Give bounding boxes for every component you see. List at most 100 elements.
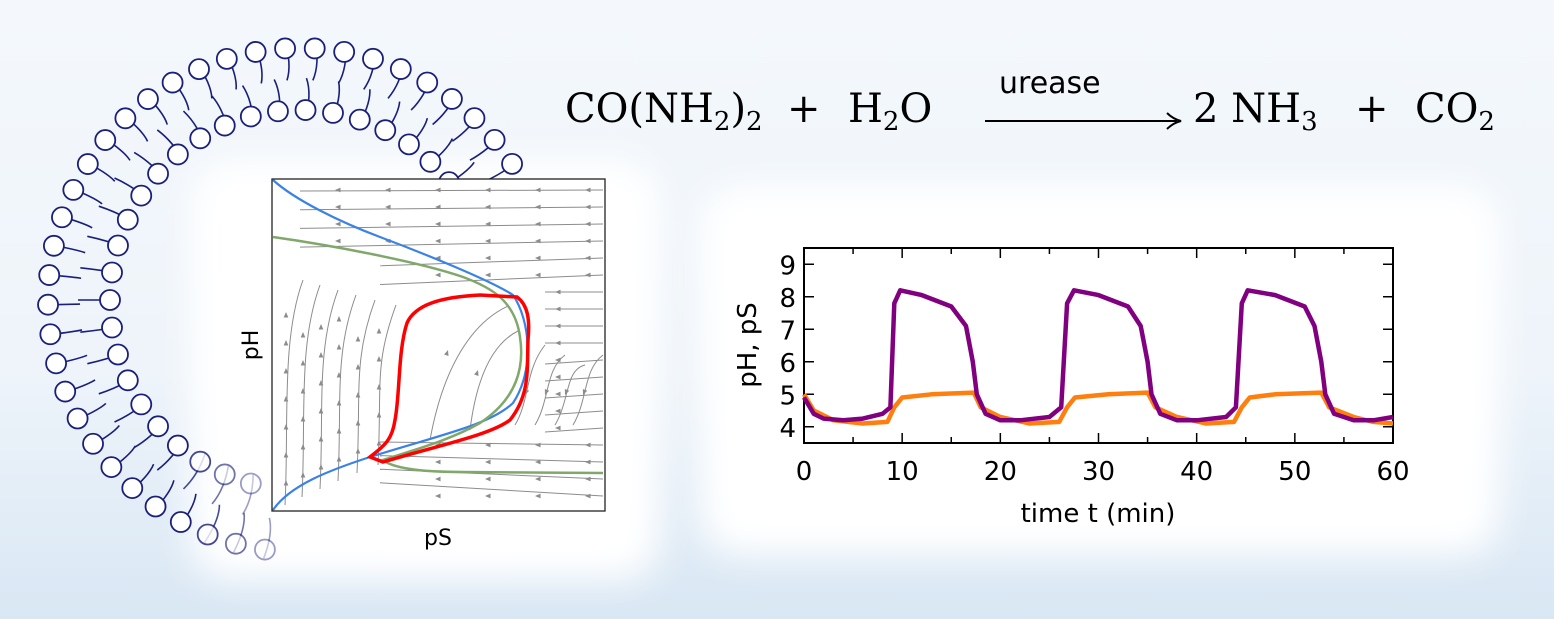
- lipid-head: [100, 456, 123, 478]
- streamline-arrow: [376, 356, 382, 362]
- lipid-head: [116, 369, 139, 392]
- lipid-head: [169, 511, 192, 533]
- x-tick-label: 0: [796, 457, 813, 487]
- streamline-arrow: [355, 364, 361, 370]
- streamline-arrow: [585, 255, 591, 261]
- lipid-head: [213, 463, 236, 486]
- lipid-tail: [262, 517, 272, 559]
- streamline-arrow: [555, 323, 561, 329]
- streamline-arrow: [585, 459, 591, 465]
- streamline-arrow: [444, 350, 449, 356]
- streamline-arrow: [555, 425, 561, 431]
- lipid-head: [147, 162, 169, 185]
- streamline: [514, 344, 546, 426]
- lipid-head: [137, 88, 159, 110]
- lipid-head: [82, 432, 104, 455]
- lipid-head: [239, 105, 262, 128]
- lipid-head: [37, 293, 59, 316]
- lipid-head: [51, 206, 73, 229]
- streamline: [379, 482, 604, 497]
- streamline-arrow: [283, 480, 289, 486]
- lipid-head: [130, 393, 153, 416]
- chart-ylabel: pH, pS: [733, 302, 763, 388]
- streamline-arrow: [544, 389, 550, 395]
- streamline-arrow: [435, 238, 441, 244]
- streamline-arrow: [485, 272, 491, 278]
- lipid-head: [244, 41, 267, 63]
- streamline-arrow: [318, 380, 324, 386]
- streamline: [534, 354, 566, 426]
- chart-xlabel: time t (min): [1021, 499, 1176, 529]
- lipid-head: [45, 352, 67, 375]
- y-tick-label: 6: [779, 349, 796, 379]
- lipid-head: [294, 99, 317, 121]
- series-line-0: [802, 288, 1394, 423]
- streamline-arrow: [435, 476, 441, 482]
- phase-portrait-frame: [272, 179, 605, 511]
- streamline-arrow: [335, 221, 341, 227]
- y-tick-label: 7: [779, 316, 796, 346]
- streamline-arrow: [435, 187, 441, 193]
- streamline-arrow: [376, 412, 382, 418]
- streamline: [337, 294, 357, 482]
- streamline-arrow: [376, 328, 382, 334]
- lipid-head: [224, 532, 247, 555]
- streamline-arrow: [435, 221, 441, 227]
- lipid-head: [188, 58, 210, 81]
- streamline-arrow: [485, 238, 491, 244]
- streamline-arrow: [555, 408, 561, 414]
- reactant-water: H2O: [848, 86, 933, 137]
- streamline-arrow: [300, 444, 306, 450]
- lipid-head: [39, 323, 62, 346]
- lipid-head: [254, 538, 276, 561]
- streamline-arrow: [335, 187, 341, 193]
- streamline-arrow: [585, 493, 591, 499]
- streamline-arrow: [555, 374, 561, 380]
- streamline-arrow: [555, 289, 561, 295]
- lipid-head: [303, 37, 326, 60]
- lipid-head: [66, 407, 89, 430]
- lipid-tail: [241, 474, 254, 515]
- streamline: [379, 274, 604, 285]
- lipid-head: [463, 107, 486, 130]
- lipid-head: [99, 289, 121, 311]
- streamline: [299, 240, 604, 248]
- streamline-arrow: [535, 476, 541, 482]
- lipid-head: [101, 316, 123, 339]
- streamline: [572, 354, 604, 426]
- lipid-head: [441, 88, 463, 110]
- product-co2: CO2: [1415, 86, 1495, 137]
- streamline-arrow: [485, 493, 491, 499]
- reactant-urea: CO(NH2)2: [565, 86, 763, 137]
- streamline: [356, 299, 376, 474]
- streamline-arrow: [283, 340, 289, 346]
- streamline-arrow: [336, 400, 342, 406]
- urease-reaction-equation: CO(NH2)2 + H2O urease 2 NH3 + CO2: [565, 66, 1525, 156]
- streamline: [469, 330, 519, 431]
- streamline-arrow: [300, 472, 306, 478]
- streamline-arrow: [535, 493, 541, 499]
- lipid-head: [76, 153, 99, 175]
- streamline: [554, 364, 586, 426]
- streamline-arrow: [385, 187, 391, 193]
- lipid-head: [389, 58, 412, 80]
- streamline-arrow: [485, 459, 491, 465]
- streamline: [544, 410, 604, 416]
- streamline-arrow: [336, 428, 342, 434]
- streamline-arrow: [474, 370, 479, 376]
- streamline-arrow: [535, 238, 541, 244]
- streamline-arrow: [336, 372, 342, 378]
- streamline-arrow: [585, 476, 591, 482]
- streamline-arrow: [535, 187, 541, 193]
- streamline-arrow: [336, 316, 342, 322]
- streamline-arrow: [485, 442, 491, 448]
- lipid-head: [166, 143, 189, 166]
- y-tick-label: 9: [779, 251, 796, 281]
- lipid-head: [267, 100, 289, 123]
- lipid-head: [130, 184, 153, 207]
- lipid-head: [501, 152, 523, 175]
- streamline-arrow: [376, 384, 382, 390]
- streamline-arrow: [336, 344, 342, 350]
- streamline-arrow: [585, 204, 591, 210]
- lipid-head: [213, 114, 236, 137]
